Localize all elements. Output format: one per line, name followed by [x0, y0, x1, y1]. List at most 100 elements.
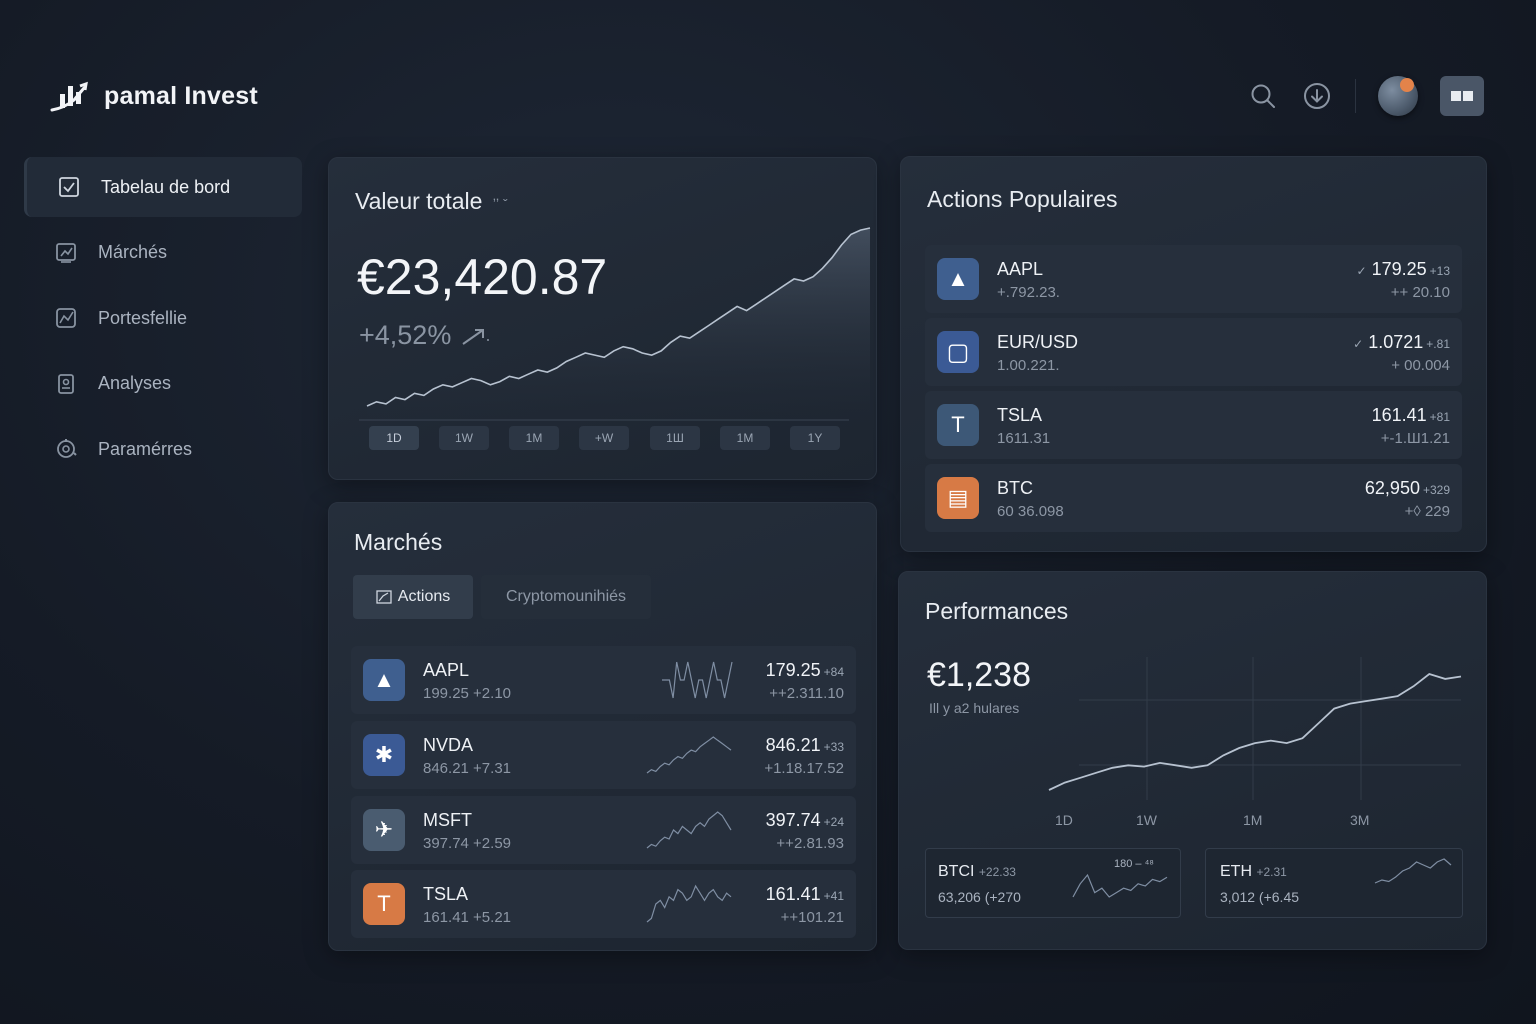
sidebar-item-markets[interactable]: Márchés: [24, 223, 302, 283]
price-small: +329: [1422, 483, 1450, 497]
sparkline: [646, 811, 732, 849]
sidebar-item-dashboard[interactable]: Tabelau de bord: [24, 157, 302, 217]
price-value: 179.25: [1371, 259, 1427, 279]
row-sub: +.792.23.: [997, 284, 1060, 301]
logo-icon: [50, 81, 88, 112]
tab-crypto[interactable]: Cryptomounihiés: [481, 575, 651, 619]
tsla-logo-icon: T: [937, 404, 979, 446]
row-price: 161.41 +41: [766, 884, 844, 905]
range-1w[interactable]: 1W: [439, 426, 489, 450]
download-button[interactable]: [1301, 80, 1333, 112]
row-name: TSLA: [997, 405, 1043, 425]
sidebar-item-label: Márchés: [98, 242, 168, 262]
range-1y-alt[interactable]: 1Ш: [650, 426, 700, 450]
sparkline: [646, 736, 732, 774]
price-value: 62,950: [1364, 478, 1420, 498]
sparkline: [1072, 873, 1168, 898]
nvda-logo-icon: ✱: [363, 734, 405, 776]
total-value-change: +4,52%: [359, 320, 490, 351]
popular-row-btc[interactable]: ▤ BTC 60 36.098 62,950 +329 +◊ 229: [925, 464, 1462, 532]
row-name: MSFT: [423, 810, 472, 830]
tab-actions[interactable]: Actions: [353, 575, 473, 619]
portfolio-icon: [54, 306, 78, 330]
row-price: 397.74 +24: [766, 810, 844, 831]
row-sub: 846.21 +7.31: [423, 760, 512, 777]
row-sub: 199.25 +2.10: [423, 685, 512, 702]
sidebar-item-label: Paramérres: [98, 438, 193, 459]
row-sub: 60 36.098: [997, 503, 1064, 520]
sparkline: [1374, 858, 1452, 884]
price-small: +81: [1429, 410, 1450, 424]
search-button[interactable]: [1247, 80, 1279, 112]
aapl-logo-icon: ▲: [363, 659, 405, 701]
mini-extra: 180 – ⁴⁸: [1114, 858, 1154, 870]
btc-logo-icon: ▤: [937, 477, 979, 519]
header-divider: [1355, 79, 1356, 113]
range-1m-alt[interactable]: 1M: [720, 426, 770, 450]
change-text: +4,52%: [359, 320, 452, 350]
grid-button[interactable]: [1440, 76, 1484, 116]
sparkline-path: [646, 736, 732, 774]
sparkline-path: [662, 661, 733, 699]
chart-icon: [376, 590, 392, 604]
sidebar-item-label: Analyses: [98, 373, 172, 393]
mini-name: ETH +2.31: [1220, 863, 1287, 881]
mini-small: +2.31: [1256, 865, 1287, 879]
row-price: 846.21 +33: [766, 735, 844, 756]
row-change: +◊ 229: [1404, 503, 1450, 520]
price-value: 846.21: [765, 735, 821, 755]
app-name: pamal Invest: [104, 81, 258, 110]
row-name: AAPL: [423, 660, 470, 680]
mini-label: BTCI: [938, 863, 975, 880]
price-value: 397.74: [765, 810, 821, 830]
range-1d[interactable]: 1D: [369, 426, 419, 450]
mini-card-eth[interactable]: ETH +2.31 3,012 (+6.45: [1205, 848, 1463, 918]
row-sub: 397.74 +2.59: [423, 835, 512, 852]
price-value: 161.41: [765, 884, 821, 904]
market-row-msft[interactable]: ✈ MSFT 397.74 +2.59 397.74 +24 ++2.81.93: [351, 796, 856, 864]
axis-label-1m: 1M: [1243, 812, 1263, 828]
range-w[interactable]: +W: [579, 426, 629, 450]
market-row-nvda[interactable]: ✱ NVDA 846.21 +7.31 846.21 +33 +1.18.17.5…: [351, 721, 856, 789]
price-small: +13: [1429, 264, 1450, 278]
tsla-logo-icon: T: [363, 883, 405, 925]
performance-line: [1048, 673, 1462, 791]
row-change: +-1.Ш1.21: [1380, 430, 1450, 447]
row-price: ✓ 179.25 +13: [1357, 259, 1451, 280]
popular-row-eurusd[interactable]: ▢ EUR/USD 1.00.221. ✓ 1.0721 +.81 + 00.00…: [925, 318, 1462, 386]
row-name: NVDA: [423, 735, 474, 755]
total-value-title: Valeur totale ʼʼ ˇ: [355, 188, 508, 214]
price-prefix: ✓: [1356, 264, 1367, 278]
chart-icon: [54, 241, 78, 265]
price-small: +41: [823, 889, 844, 903]
row-change: ++101.21: [780, 909, 844, 926]
sidebar-item-label: Portesfellie: [98, 307, 188, 328]
sidebar-item-portfolio[interactable]: Portesfellie: [24, 288, 302, 348]
mini-small: +22.33: [978, 865, 1016, 879]
avatar[interactable]: [1378, 76, 1418, 116]
mini-card-btc[interactable]: BTCI +22.33 63,206 (+270 180 – ⁴⁸: [925, 848, 1181, 918]
market-row-aapl[interactable]: ▲ AAPL 199.25 +2.10 179.25 +84 ++2.311.10: [351, 646, 856, 714]
performance-title: Performances: [925, 598, 1069, 624]
app-logo[interactable]: pamal Invest: [50, 78, 258, 114]
sidebar-item-settings[interactable]: Paramérres: [24, 419, 302, 479]
row-change: ++2.311.10: [769, 685, 844, 702]
market-row-tsla[interactable]: T TSLA 161.41 +5.21 161.41 +41 ++101.21: [351, 870, 856, 938]
row-change: + 00.004: [1391, 357, 1450, 374]
sidebar-item-analyses[interactable]: Analyses: [24, 354, 302, 414]
sparkline-path: [646, 884, 732, 923]
popular-row-tsla[interactable]: T TSLA 1611.31 161.41 +81 +-1.Ш1.21: [925, 391, 1462, 459]
range-1m[interactable]: 1M: [509, 426, 559, 450]
msft-logo-icon: ✈: [363, 809, 405, 851]
range-1y[interactable]: 1Y: [790, 426, 840, 450]
sparkline: [662, 661, 733, 699]
sidebar: Tabelau de bord Márchés Portesfellie Ana…: [24, 157, 302, 485]
price-prefix: ✓: [1353, 337, 1364, 351]
popular-row-aapl[interactable]: ▲ AAPL +.792.23. ✓ 179.25 +13 ++ 20.10: [925, 245, 1462, 313]
row-change: +1.18.17.52: [764, 760, 844, 777]
total-value-card: Valeur totale ʼʼ ˇ €23,420.87 +4,52% 1D …: [328, 157, 877, 480]
sparkline: [646, 884, 732, 923]
row-price: 62,950 +329: [1365, 478, 1450, 499]
price-small: +.81: [1426, 337, 1450, 351]
sparkline-path: [1374, 858, 1452, 884]
